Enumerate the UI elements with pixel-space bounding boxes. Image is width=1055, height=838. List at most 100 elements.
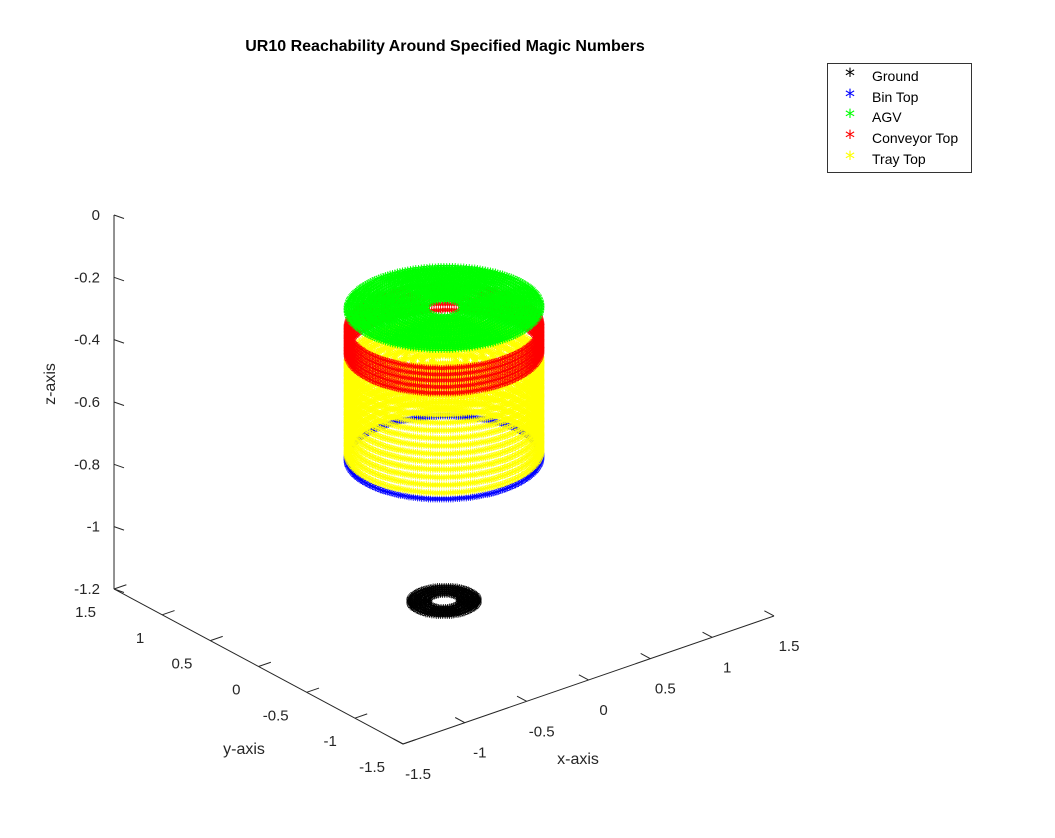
data-point: * <box>526 424 534 442</box>
data-point: * <box>351 468 359 486</box>
data-point: * <box>412 591 420 609</box>
data-point: * <box>537 447 545 465</box>
data-point: * <box>429 599 437 617</box>
data-point: * <box>439 410 447 428</box>
data-point: * <box>536 457 544 475</box>
data-point: * <box>516 424 524 442</box>
data-point: * <box>458 486 466 504</box>
data-point: * <box>345 446 353 464</box>
data-point: * <box>359 475 367 493</box>
data-point: * <box>458 607 466 625</box>
data-point: * <box>382 485 390 503</box>
data-point: * <box>470 592 478 610</box>
data-point: * <box>358 416 366 434</box>
data-point: * <box>371 423 379 441</box>
data-point: * <box>407 591 415 609</box>
data-point: * <box>459 591 467 609</box>
data-point: * <box>536 451 544 469</box>
data-point: * <box>459 587 467 605</box>
data-point: * <box>419 601 427 619</box>
data-point: * <box>430 404 438 422</box>
data-point: * <box>459 582 467 600</box>
data-point: * <box>448 396 456 414</box>
data-point: * <box>492 415 500 433</box>
data-point: * <box>397 489 405 507</box>
data-point: * <box>354 419 362 437</box>
data-point: * <box>347 435 355 453</box>
y-tick <box>162 610 175 616</box>
data-point: * <box>463 599 471 617</box>
data-point: * <box>372 475 380 493</box>
data-point: * <box>424 603 432 621</box>
data-point: * <box>343 439 351 457</box>
data-point: * <box>509 474 517 492</box>
data-point: * <box>520 468 528 486</box>
data-point: * <box>447 584 455 602</box>
data-point: * <box>443 586 451 604</box>
data-point: * <box>377 420 385 438</box>
data-point: * <box>418 590 426 608</box>
data-point: * <box>346 462 354 480</box>
data-point: * <box>463 590 471 608</box>
data-point: * <box>348 465 356 483</box>
data-point: * <box>417 590 425 608</box>
data-point: * <box>488 414 496 432</box>
data-point: * <box>527 469 535 487</box>
data-point: * <box>473 484 481 502</box>
data-point: * <box>344 450 352 468</box>
data-point: * <box>443 584 451 602</box>
data-point: * <box>470 601 478 619</box>
data-point: * <box>499 477 507 495</box>
y-tick-label: 1 <box>136 630 144 647</box>
data-point: * <box>426 601 434 619</box>
data-point: * <box>386 411 394 429</box>
data-point: * <box>345 444 353 462</box>
x-tick-label: 0.5 <box>655 681 676 698</box>
data-point: * <box>404 407 412 425</box>
data-point: * <box>458 599 466 617</box>
data-point: * <box>424 608 432 626</box>
data-point: * <box>447 582 455 600</box>
data-point: * <box>344 444 352 462</box>
data-point: * <box>343 441 351 459</box>
data-point: * <box>520 474 528 492</box>
data-point: * <box>449 607 457 625</box>
data-point: * <box>476 406 484 424</box>
data-point: * <box>438 607 446 625</box>
data-point: * <box>455 410 463 428</box>
data-point: * <box>428 599 436 617</box>
data-point: * <box>432 396 440 414</box>
data-point: * <box>445 603 453 621</box>
data-point: * <box>350 437 358 455</box>
data-point: * <box>406 406 414 424</box>
z-tick-label: -0.6 <box>74 394 100 411</box>
data-point: * <box>411 598 419 616</box>
data-point: * <box>345 438 353 456</box>
data-point: * <box>508 407 516 425</box>
data-point: * <box>478 412 486 430</box>
data-point: * <box>459 410 467 428</box>
data-point: * <box>513 409 521 427</box>
data-point: * <box>416 591 424 609</box>
data-point: * <box>360 423 368 441</box>
data-point: * <box>519 475 527 493</box>
data-point: * <box>491 486 499 504</box>
data-point: * <box>456 492 464 510</box>
data-point: * <box>465 596 473 614</box>
data-point: * <box>531 429 539 447</box>
data-point: * <box>362 421 370 439</box>
data-point: * <box>416 597 424 615</box>
data-point: * <box>414 485 422 503</box>
data-point: * <box>420 585 428 603</box>
data-point: * <box>536 436 544 454</box>
data-point: * <box>465 593 473 611</box>
data-point: * <box>358 468 366 486</box>
data-point: * <box>472 398 480 416</box>
data-point: * <box>461 593 469 611</box>
data-point: * <box>523 422 531 440</box>
data-point: * <box>416 592 424 610</box>
data-point: * <box>349 431 357 449</box>
x-tick-label: -0.5 <box>529 723 555 740</box>
data-point: * <box>438 584 446 602</box>
data-point: * <box>424 404 432 422</box>
